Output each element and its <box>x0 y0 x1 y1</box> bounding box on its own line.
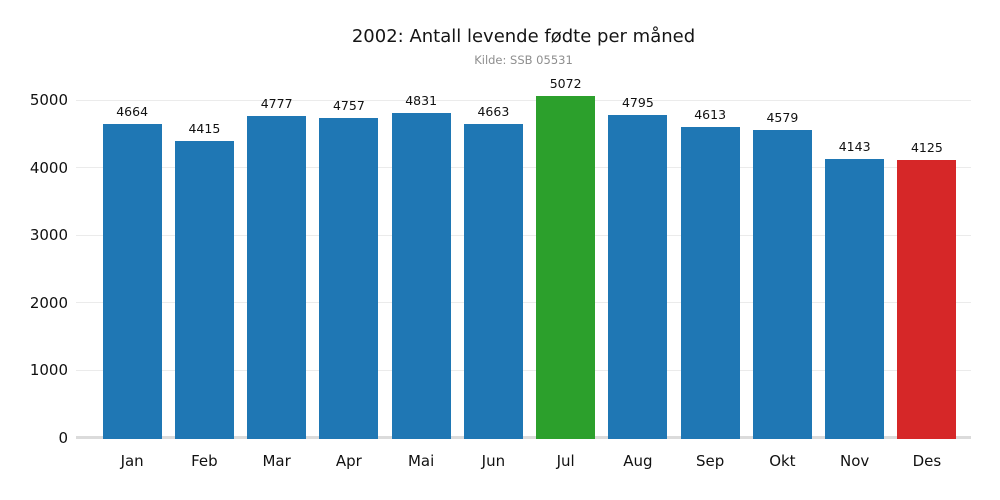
bar-mar <box>247 116 307 439</box>
bar-value-label: 4579 <box>766 109 799 125</box>
y-tick-label-1000: 1000 <box>29 361 68 380</box>
bar-group-mar: 4777 <box>241 96 313 439</box>
gridline <box>76 302 971 304</box>
plot-area: 4664 4415 4777 4757 4831 4663 5072 4795 4613 4579… <box>76 0 971 500</box>
x-tick-label-nov: Nov <box>839 452 870 470</box>
bar-group-jul: 5072 <box>530 76 602 439</box>
bar-group-feb: 4415 <box>168 121 240 439</box>
y-tick-label-0: 0 <box>58 428 68 447</box>
x-axis-line <box>76 436 971 439</box>
bar-value-label: 4613 <box>694 107 727 123</box>
x-axis-tick-labels: Jan Feb Mar Apr Mai Jun Jul Aug Sep Okt Nov Des <box>76 452 971 471</box>
bar-feb <box>174 140 234 439</box>
bar-group-mai: 4831 <box>385 93 457 439</box>
x-tick-label-apr: Apr <box>335 452 362 470</box>
bar-group-nov: 4143 <box>819 139 891 439</box>
bar-value-label: 4777 <box>260 96 293 112</box>
bar-group-aug: 4795 <box>602 95 674 439</box>
bar-group-jun: 4663 <box>457 104 529 439</box>
bar-okt <box>752 129 812 439</box>
bar-group-des: 4125 <box>891 140 963 439</box>
bar-group-okt: 4579 <box>746 110 818 439</box>
bar-group-apr: 4757 <box>313 98 385 439</box>
bar-aug <box>608 115 668 439</box>
x-tick-label-des: Des <box>912 452 942 470</box>
bar-value-label: 4663 <box>477 104 510 119</box>
x-tick-label-aug: Aug <box>623 452 653 470</box>
y-tick-label-5000: 5000 <box>29 91 68 110</box>
gridline <box>76 167 971 169</box>
gridline <box>76 369 971 371</box>
bar-mai <box>391 112 451 439</box>
bar-value-label: 4143 <box>838 139 871 155</box>
x-tick-label-jan: Jan <box>120 452 144 470</box>
y-tick-label-3000: 3000 <box>29 226 68 245</box>
x-tick-label-sep: Sep <box>695 452 725 470</box>
y-tick-label-4000: 4000 <box>29 158 68 177</box>
bars-row: 4664 4415 4777 4757 4831 4663 5072 4795 4613 4579… <box>76 76 971 439</box>
bar-value-label: 4795 <box>621 95 654 111</box>
bar-jul <box>536 96 596 439</box>
bar-jun <box>463 124 523 439</box>
bar-value-label: 4757 <box>332 97 365 113</box>
x-tick-label-jul: Jul <box>556 452 575 470</box>
x-tick-label-jun: Jun <box>481 452 506 470</box>
bar-value-label: 4415 <box>188 120 221 136</box>
gridline <box>76 99 971 101</box>
x-tick-label-mar: Mar <box>262 452 291 470</box>
bar-nov <box>825 159 885 439</box>
chart-title: 2002: Antall levende fødte per måned <box>351 26 696 47</box>
bar-value-label: 4831 <box>405 92 438 108</box>
x-tick-label-mai: Mai <box>407 452 435 470</box>
bar-apr <box>319 117 379 439</box>
y-tick-label-2000: 2000 <box>29 293 68 312</box>
x-tick-label-okt: Okt <box>769 452 796 470</box>
bar-group-sep: 4613 <box>674 107 746 439</box>
chart-subtitle: Kilde: SSB 05531 <box>474 53 573 67</box>
bar-value-label: 4125 <box>910 140 943 156</box>
bar-group-jan: 4664 <box>96 104 168 439</box>
bar-des <box>897 160 957 439</box>
bar-sep <box>680 127 740 439</box>
bar-value-label: 5072 <box>549 76 582 92</box>
x-tick-label-feb: Feb <box>191 452 218 470</box>
bar-value-label: 4664 <box>116 104 149 119</box>
bar-jan <box>102 124 162 439</box>
gridline <box>76 234 971 236</box>
